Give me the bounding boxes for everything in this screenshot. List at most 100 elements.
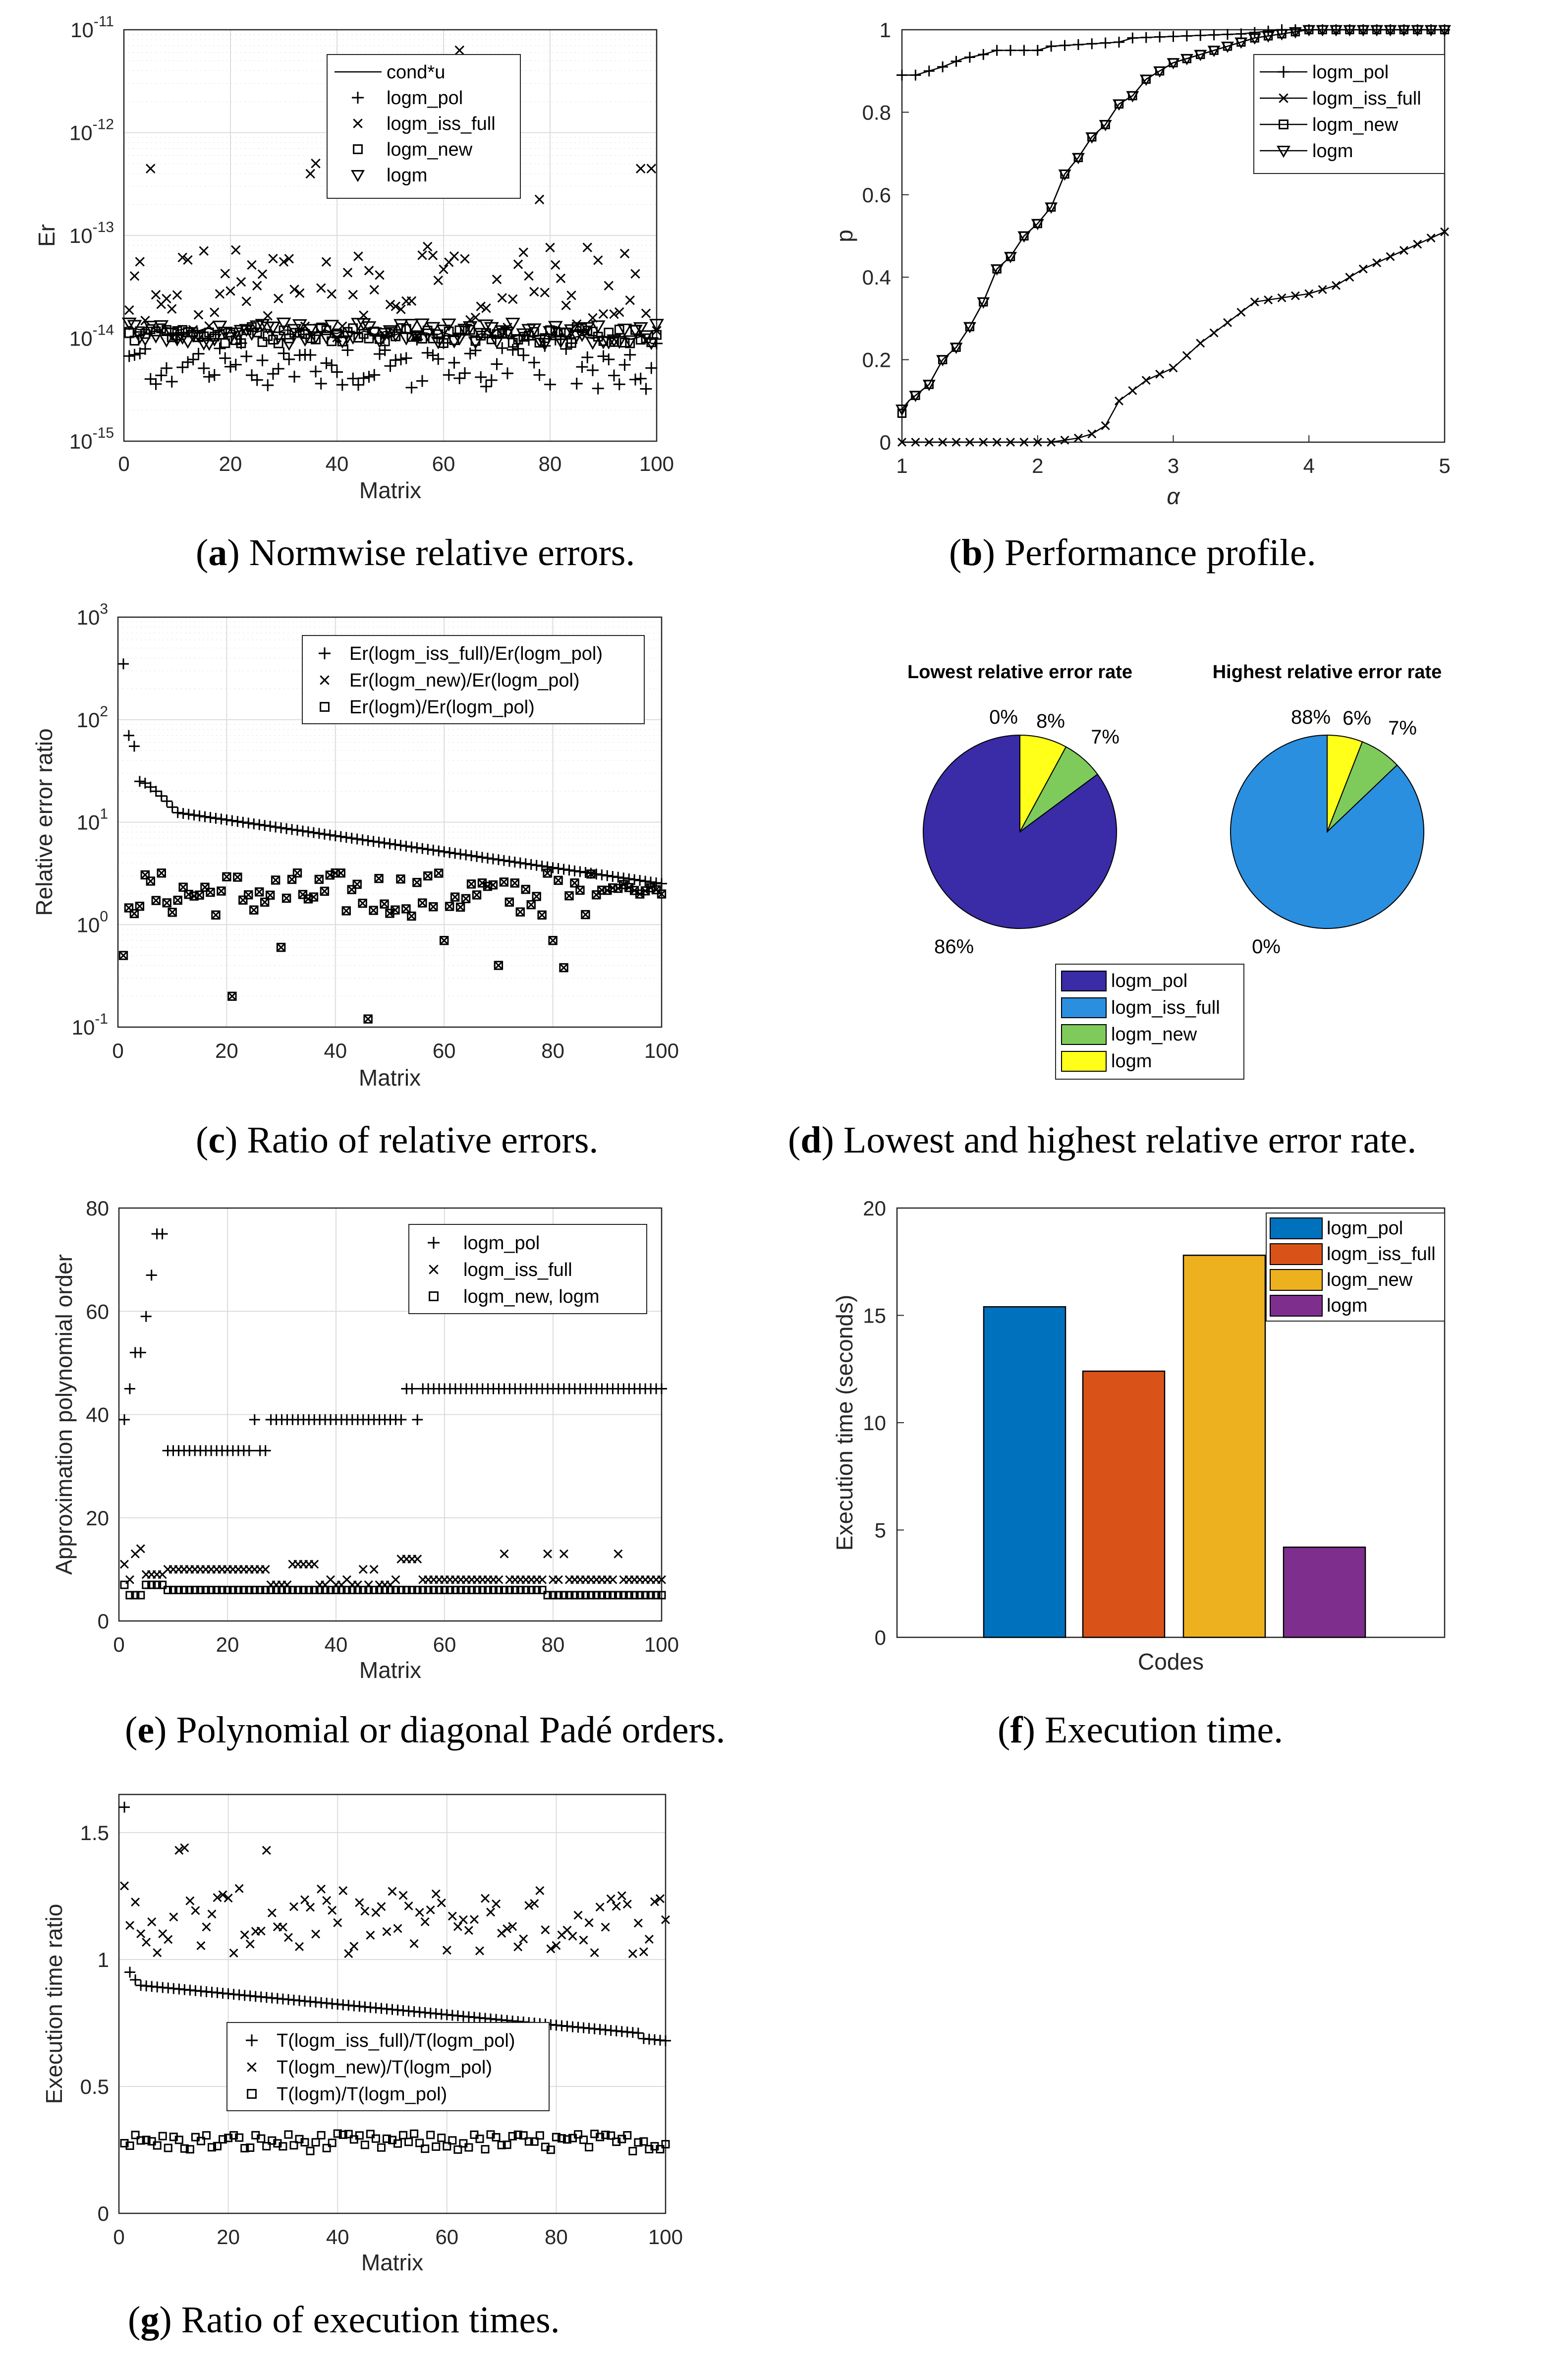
legend-marker <box>351 170 365 182</box>
point-logm-pol <box>310 365 322 378</box>
point-new-time-ratio <box>622 1900 632 1909</box>
point-logm-iss-full <box>321 257 332 267</box>
point-iss-full-ratio <box>259 820 271 831</box>
point-logm-iss-full <box>1223 318 1232 327</box>
point-logm-iss-full <box>1115 396 1123 405</box>
point-logm-new <box>169 1586 177 1595</box>
point-iss-full-ratio <box>547 862 559 873</box>
point-logm <box>415 318 430 332</box>
point-new-time-ratio <box>256 1926 266 1936</box>
legend-label: logm <box>1111 1051 1152 1072</box>
point-iss-full-ratio <box>422 844 434 855</box>
y-tick-label: 0 <box>880 431 891 454</box>
point-logm-pol <box>910 69 921 81</box>
point-logm-pol <box>491 358 503 370</box>
point-logm-pol <box>251 374 263 386</box>
point-logm-pol <box>597 350 610 362</box>
point-logm-ratio <box>135 901 145 911</box>
point-logm-new <box>570 1591 579 1600</box>
point-logm-time-ratio <box>300 2138 309 2147</box>
point-logm-ratio <box>363 1014 373 1024</box>
point-logm-iss-full <box>559 1549 568 1559</box>
point-logm-new <box>212 1586 221 1595</box>
point-new-ratio <box>456 902 465 912</box>
x-axis-label: α <box>1167 483 1180 509</box>
point-logm-iss-full <box>556 273 566 284</box>
point-logm-new <box>353 1586 362 1595</box>
point-new-time-ratio <box>650 1897 659 1907</box>
point-logm-ratio <box>455 902 465 912</box>
point-logm-ratio <box>581 910 590 920</box>
x-tick-label: 20 <box>216 1633 239 1656</box>
point-logm-new <box>250 1586 259 1595</box>
x-tick-label: 0 <box>113 1633 124 1656</box>
legend-label: logm_iss_full <box>1312 88 1421 109</box>
point-logm <box>510 334 526 347</box>
legend-label: logm_new <box>1111 1024 1197 1045</box>
point-logm-iss-full <box>220 269 230 279</box>
point-logm-pol <box>243 1445 255 1456</box>
point-logm-iss-full <box>952 438 961 447</box>
point-logm-time-ratio <box>224 2134 233 2142</box>
point-logm <box>1316 25 1329 37</box>
point-logm <box>1221 41 1234 53</box>
point-logm-new <box>527 1586 536 1595</box>
point-logm-time-ratio <box>601 2131 610 2139</box>
point-new-ratio <box>548 936 558 945</box>
point-logm <box>1017 231 1031 243</box>
point-iss-full-time-ratio <box>119 1801 130 1813</box>
point-logm-new <box>418 1586 427 1595</box>
point-logm <box>148 330 164 344</box>
pie-percent-label: 0% <box>1252 936 1281 958</box>
point-logm-new <box>467 1586 476 1595</box>
legend-marker <box>353 144 363 154</box>
point-new-time-ratio <box>191 1906 200 1915</box>
point-logm-pol <box>118 1414 130 1425</box>
point-logm-pol <box>198 362 210 374</box>
point-logm <box>303 324 318 337</box>
point-logm-pol <box>1018 45 1030 56</box>
point-logm-new <box>142 1580 151 1589</box>
point-logm-time-ratio <box>464 2143 473 2152</box>
point-logm-pol <box>603 353 615 365</box>
point-logm-pol <box>400 352 412 364</box>
point-logm-ratio <box>168 908 177 917</box>
legend-swatch <box>1270 1217 1323 1239</box>
point-new-ratio <box>401 904 411 914</box>
point-logm-ratio <box>423 871 433 881</box>
point-logm-pol <box>155 369 168 382</box>
point-logm <box>537 338 553 351</box>
point-logm-time-ratio <box>371 2134 380 2143</box>
point-new-ratio <box>249 905 259 915</box>
point-new-time-ratio <box>409 1939 419 1948</box>
point-logm-ratio <box>380 899 389 909</box>
point-iss-full-ratio <box>455 849 466 860</box>
legend-marker <box>353 118 363 128</box>
pie-percent-label: 6% <box>1343 707 1371 729</box>
point-new-time-ratio <box>333 1918 342 1927</box>
point-logm-time-ratio <box>399 2131 408 2139</box>
point-logm-pol <box>315 377 327 390</box>
point-iss-full-ratio <box>433 845 445 857</box>
point-logm-iss-full <box>1060 435 1069 445</box>
point-logm-new <box>576 1591 585 1600</box>
point-logm <box>202 338 217 351</box>
point-logm-ratio <box>129 909 139 919</box>
point-iss-full-ratio <box>400 840 412 852</box>
point-logm-time-ratio <box>508 2132 517 2140</box>
point-logm-pol <box>581 351 594 363</box>
point-logm-new <box>386 1586 394 1595</box>
point-logm-pol <box>128 348 141 361</box>
point-new-ratio <box>168 908 177 917</box>
chart-b-performance-profile: 1 2 3 4 5 0 0.2 0.4 0.6 0.8 1 α p logm_pol logm_iss_fu… <box>832 18 1452 509</box>
point-logm-time-ratio <box>404 2138 413 2146</box>
point-logm-iss-full <box>119 1560 129 1569</box>
point-new-time-ratio <box>519 1934 528 1944</box>
point-logm-new <box>424 1586 433 1595</box>
y-tick-label: 80 <box>86 1197 109 1220</box>
point-logm-new <box>273 338 283 348</box>
chart-c-error-ratio: 0 20 40 60 80 100 10-1 100 101 102 103 Matrix Relati… <box>31 601 679 1091</box>
point-logm-new <box>327 336 337 347</box>
point-logm-new <box>543 1591 552 1600</box>
point-iss-full-ratio <box>313 828 325 839</box>
